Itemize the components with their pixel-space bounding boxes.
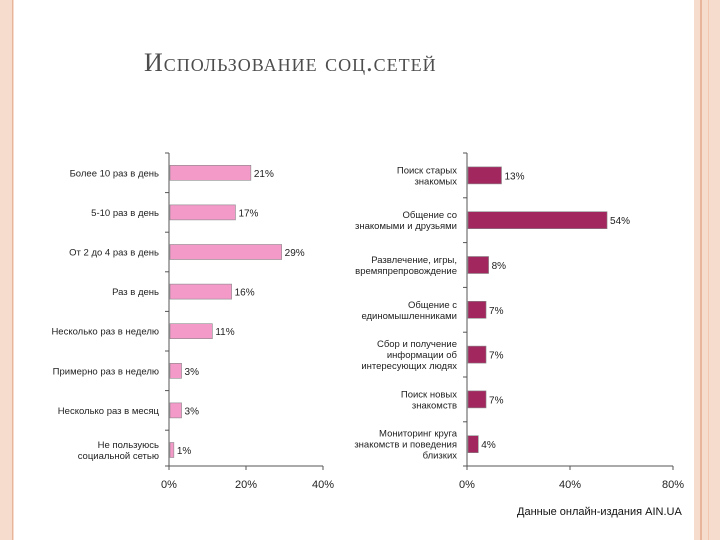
freq-value-label: 1%	[177, 446, 192, 457]
slide-title: Использование соц.сетей	[144, 48, 437, 77]
freq-bar	[169, 283, 232, 300]
freq-x-tick-label: 20%	[235, 479, 257, 491]
purpose-value-label: 7%	[489, 306, 504, 317]
purpose-category-label: времяпрепровождение	[355, 266, 457, 277]
purpose-category-label: Развлечение, игры,	[371, 255, 457, 266]
purpose-value-label: 54%	[610, 216, 630, 227]
freq-bar	[169, 402, 182, 419]
freq-value-label: 16%	[235, 288, 255, 299]
freq-category-label: 5-10 раз в день	[91, 208, 159, 219]
purpose-x-tick-label: 80%	[662, 479, 684, 491]
freq-bar	[169, 204, 236, 221]
purpose-category-label: интересующих людях	[361, 361, 457, 372]
purpose-bar	[467, 345, 487, 364]
freq-bar	[169, 165, 252, 181]
purpose-category-label: знакомых	[414, 176, 457, 187]
freq-category-label: Несколько раз в месяц	[58, 406, 160, 417]
purpose-value-label: 7%	[489, 351, 504, 362]
freq-category-label: От 2 до 4 раз в день	[69, 248, 159, 259]
slide-frame-line	[700, 0, 702, 540]
freq-category-label: Несколько раз в неделю	[51, 327, 159, 338]
purpose-category-label: Поиск новых	[401, 389, 457, 400]
purpose-bar	[467, 435, 479, 454]
purpose-category-label: Общение с	[408, 300, 457, 311]
purpose-category-label: Мониторинг круга	[379, 429, 458, 440]
freq-x-tick-label: 40%	[312, 479, 334, 491]
purpose-bar	[467, 300, 487, 319]
purpose-value-label: 4%	[481, 440, 496, 451]
purpose-category-label: Поиск старых	[397, 165, 457, 176]
freq-category-label: Не пользуюсь	[98, 440, 159, 451]
purpose-bar	[467, 211, 608, 229]
freq-bar	[169, 244, 282, 260]
slide-frame-left	[0, 0, 14, 540]
freq-value-label: 3%	[185, 406, 200, 417]
freq-bar	[169, 362, 182, 379]
purpose-bar	[467, 166, 502, 185]
freq-bar	[169, 323, 213, 340]
source-note: Данные онлайн-издания AIN.UA	[517, 506, 682, 518]
purpose-x-tick-label: 0%	[459, 479, 475, 491]
purpose-bar	[467, 256, 489, 274]
freq-category-label: Более 10 раз в день	[70, 168, 159, 179]
purpose-category-label: единомышленниками	[361, 311, 457, 322]
purpose-value-label: 13%	[504, 171, 524, 182]
freq-value-label: 21%	[254, 169, 274, 180]
purpose-category-label: Сбор и получение	[377, 339, 457, 350]
purpose-category-label: знакомств и поведения	[354, 440, 457, 451]
slide-frame-right	[694, 0, 720, 540]
purpose-category-label: информации об	[387, 350, 458, 361]
freq-value-label: 11%	[215, 327, 234, 338]
freq-category-label: Раз в день	[112, 287, 159, 298]
freq-value-label: 17%	[238, 208, 258, 219]
slide-frame-line-inner	[708, 0, 709, 540]
freq-value-label: 29%	[285, 248, 305, 259]
purpose-category-label: Общение со	[403, 210, 457, 221]
purpose-value-label: 7%	[489, 395, 504, 406]
purpose-value-label: 8%	[492, 261, 507, 272]
freq-category-label: социальной сетью	[78, 451, 159, 462]
slide-frame-left-line	[12, 0, 13, 540]
purpose-bar	[467, 390, 487, 409]
freq-value-label: 3%	[185, 367, 200, 378]
freq-category-label: Примерно раз в неделю	[53, 366, 159, 377]
purpose-x-tick-label: 40%	[559, 479, 581, 491]
purpose-category-label: близких	[423, 451, 458, 462]
freq-bar	[169, 442, 175, 458]
freq-x-tick-label: 0%	[161, 479, 177, 491]
purpose-category-label: знакомств	[412, 400, 457, 411]
purpose-category-label: знакомыми и друзьями	[355, 221, 457, 232]
